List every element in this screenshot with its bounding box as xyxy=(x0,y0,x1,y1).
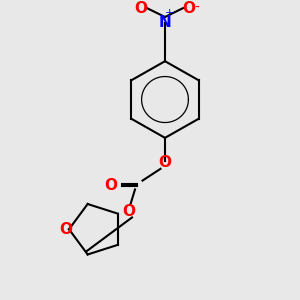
Text: +: + xyxy=(165,8,174,18)
Text: O: O xyxy=(158,155,172,170)
Text: O: O xyxy=(134,1,148,16)
Text: O: O xyxy=(122,204,136,219)
Text: N: N xyxy=(159,15,171,30)
Text: -: - xyxy=(194,1,199,15)
Text: O: O xyxy=(104,178,118,193)
Text: O: O xyxy=(182,1,196,16)
Text: O: O xyxy=(59,222,73,237)
